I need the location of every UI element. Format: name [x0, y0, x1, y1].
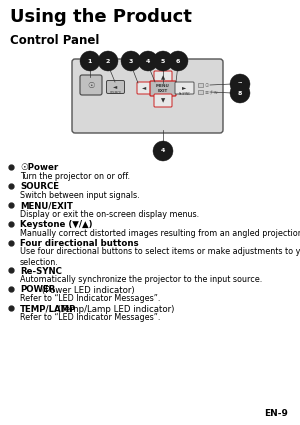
Text: Refer to “LED Indicator Messages”.: Refer to “LED Indicator Messages”.: [20, 294, 160, 303]
FancyBboxPatch shape: [154, 71, 172, 84]
FancyBboxPatch shape: [175, 82, 194, 94]
Text: 3: 3: [129, 59, 133, 63]
Text: (Temp/Lamp LED indicator): (Temp/Lamp LED indicator): [55, 304, 174, 314]
FancyBboxPatch shape: [106, 80, 124, 94]
Text: Control Panel: Control Panel: [10, 34, 99, 47]
Text: ☉Power: ☉Power: [20, 163, 58, 172]
Text: 6: 6: [176, 59, 180, 63]
Text: MENU: MENU: [156, 84, 170, 88]
FancyBboxPatch shape: [150, 81, 176, 96]
Text: 2: 2: [106, 59, 110, 63]
Text: 1: 1: [88, 59, 92, 63]
Text: Switch between input signals.: Switch between input signals.: [20, 190, 140, 199]
Text: EXIT: EXIT: [158, 88, 168, 93]
Bar: [198, 90, 203, 94]
Bar: [198, 83, 203, 87]
Text: Keystone (▼/▲): Keystone (▼/▲): [20, 220, 92, 229]
Text: Manually correct distorted images resulting from an angled projection.: Manually correct distorted images result…: [20, 229, 300, 238]
Text: 7: 7: [238, 82, 242, 87]
Text: Re-SYNC: Re-SYNC: [178, 91, 190, 96]
FancyBboxPatch shape: [72, 59, 223, 133]
Text: ▼: ▼: [161, 98, 165, 103]
Text: SOURCE: SOURCE: [20, 182, 59, 191]
Text: TEMP/LAMP: TEMP/LAMP: [20, 304, 76, 314]
Text: EN-9: EN-9: [264, 409, 288, 418]
Text: 5: 5: [161, 59, 165, 63]
FancyBboxPatch shape: [80, 75, 102, 95]
Text: POWER: POWER: [20, 286, 56, 295]
Text: Using the Product: Using the Product: [10, 8, 192, 26]
Text: ☉: ☉: [87, 80, 95, 90]
Text: 4: 4: [161, 148, 165, 153]
FancyBboxPatch shape: [137, 82, 152, 94]
Text: ◄: ◄: [142, 85, 147, 91]
Text: 8: 8: [238, 91, 242, 96]
Text: ►: ►: [182, 85, 187, 91]
Text: Display or exit the on-screen display menus.: Display or exit the on-screen display me…: [20, 210, 199, 218]
Text: Refer to “LED Indicator Messages”.: Refer to “LED Indicator Messages”.: [20, 313, 160, 322]
Text: MENU/EXIT: MENU/EXIT: [20, 201, 73, 210]
Text: Use four directional buttons to select items or make adjustments to your
selecti: Use four directional buttons to select i…: [20, 247, 300, 267]
Text: ≡ / ≈: ≡ / ≈: [205, 90, 218, 94]
FancyBboxPatch shape: [154, 94, 172, 107]
Text: ☉: ☉: [205, 82, 209, 88]
Text: Turn the projector on or off.: Turn the projector on or off.: [20, 172, 130, 181]
Text: ▲: ▲: [161, 75, 165, 80]
Text: Four directional buttons: Four directional buttons: [20, 239, 139, 248]
Text: ◄: ◄: [113, 85, 118, 90]
Text: (Power LED indicator): (Power LED indicator): [39, 286, 135, 295]
Text: 4: 4: [146, 59, 150, 63]
Text: SOURCE: SOURCE: [110, 91, 122, 94]
Text: Automatically synchronize the projector to the input source.: Automatically synchronize the projector …: [20, 275, 262, 284]
Text: Re-SYNC: Re-SYNC: [20, 266, 62, 275]
